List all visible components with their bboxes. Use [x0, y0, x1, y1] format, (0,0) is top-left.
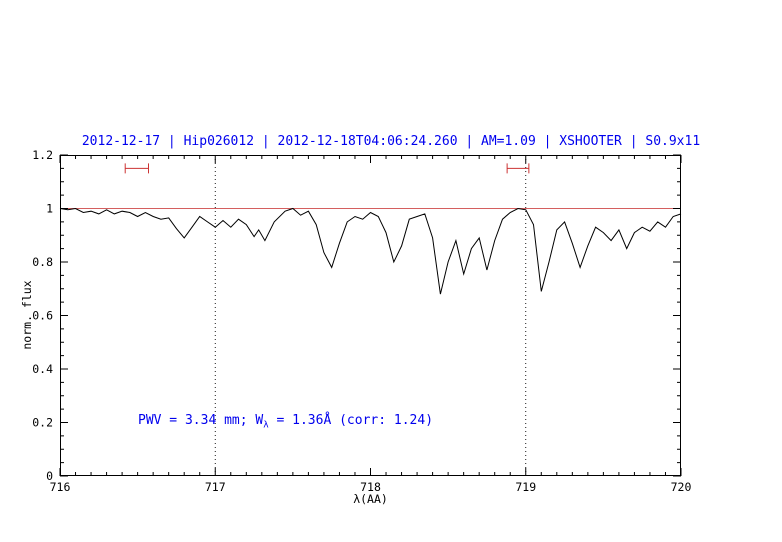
axis-ticks: [59, 154, 682, 477]
svg-text:720: 720: [671, 480, 692, 494]
tick-labels: 716 717 718 719 720 0 0.2 0.4 0.6 0.8 1 1.2: [32, 148, 691, 494]
interval-markers: [124, 163, 530, 174]
svg-text:716: 716: [50, 480, 71, 494]
svg-text:1.2: 1.2: [32, 148, 53, 162]
svg-text:0.2: 0.2: [32, 416, 53, 430]
svg-text:718: 718: [360, 480, 381, 494]
pwv-annotation-pre: PWV = 3.34 mm; W: [138, 413, 264, 428]
pwv-annotation-sub: λ: [263, 420, 269, 431]
pwv-annotation-post: = 1.36Å (corr: 1.24): [268, 413, 434, 428]
gridlines: [214, 155, 527, 476]
svg-text:1: 1: [46, 202, 53, 216]
svg-text:0.4: 0.4: [32, 362, 53, 376]
x-axis-label: λ(AA): [353, 492, 388, 506]
spectrum-line: [59, 207, 682, 295]
svg-text:0.8: 0.8: [32, 255, 53, 269]
y-axis-label: norm. flux: [20, 280, 34, 350]
svg-text:717: 717: [205, 480, 226, 494]
plot-title: 2012-12-17 | Hip026012 | 2012-12-18T04:0…: [81, 134, 701, 149]
svg-text:0: 0: [46, 469, 53, 483]
pwv-annotation: PWV = 3.34 mm; Wλ = 1.36Å (corr: 1.24): [138, 413, 433, 431]
svg-text:0.6: 0.6: [32, 309, 53, 323]
svg-text:719: 719: [515, 480, 536, 494]
